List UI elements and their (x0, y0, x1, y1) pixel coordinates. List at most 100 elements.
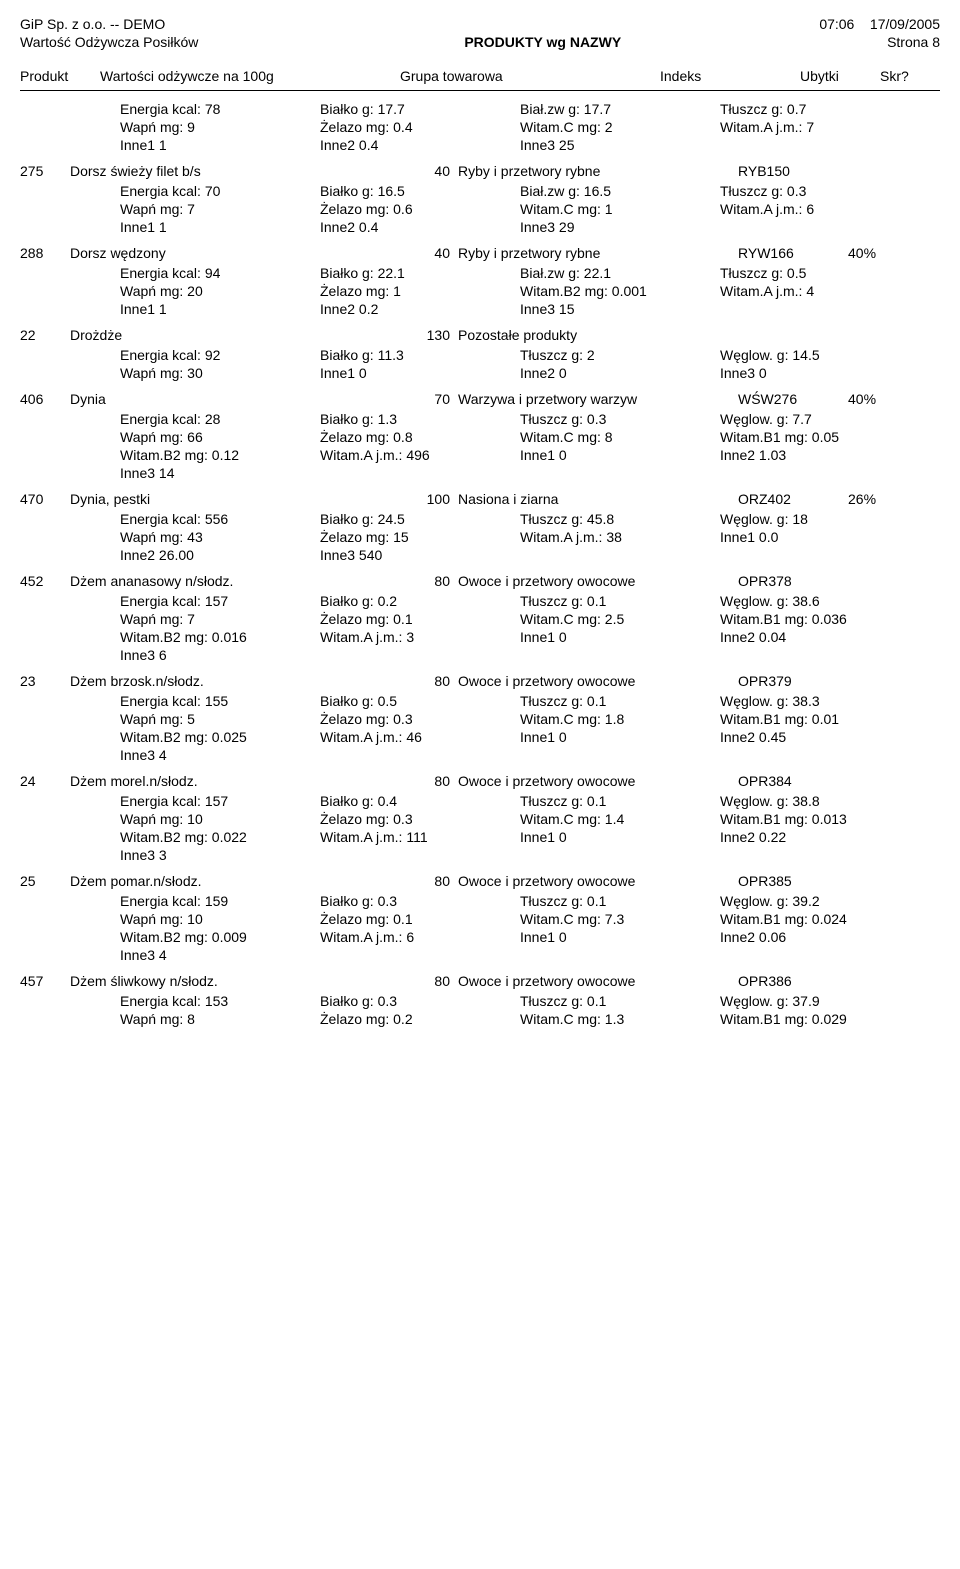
subtitle-left: Wartość Odżywcza Posiłków (20, 34, 198, 50)
entry: 470Dynia, pestki100Nasiona i ziarnaORZ40… (20, 491, 940, 563)
value-cell: Inne2 0.06 (720, 929, 920, 945)
entry-index: WŚW276 (738, 391, 848, 407)
value-cell (720, 747, 920, 763)
value-cell: Energia kcal: 157 (120, 793, 320, 809)
entry-index: OPR385 (738, 873, 848, 889)
value-cell (320, 847, 520, 863)
entry-group: Owoce i przetwory owocowe (458, 973, 738, 989)
value-cell: Tłuszcz g: 2 (520, 347, 720, 363)
entry: 23Dżem brzosk.n/słodz.80Owoce i przetwor… (20, 673, 940, 763)
value-cell: Energia kcal: 70 (120, 183, 320, 199)
value-cell: Witam.B1 mg: 0.013 (720, 811, 920, 827)
entry-head: 288Dorsz wędzony40Ryby i przetwory rybne… (20, 245, 940, 261)
value-cell (720, 465, 920, 481)
entry-qty: 40 (400, 245, 458, 261)
entry-index: ORZ402 (738, 491, 848, 507)
value-cell: Białko g: 17.7 (320, 101, 520, 117)
value-cell: Inne3 15 (520, 301, 720, 317)
value-cell (520, 465, 720, 481)
value-cell: Inne1 0 (520, 829, 720, 845)
value-cell: Inne1 0 (320, 365, 520, 381)
entry-group: Owoce i przetwory owocowe (458, 573, 738, 589)
value-cell (520, 647, 720, 663)
value-cell: Wapń mg: 20 (120, 283, 320, 299)
value-cell: Węglow. g: 39.2 (720, 893, 920, 909)
value-cell: Inne1 0 (520, 929, 720, 945)
col-ubytki: Ubytki (800, 68, 880, 84)
value-cell: Tłuszcz g: 45.8 (520, 511, 720, 527)
entry-name: Dżem brzosk.n/słodz. (70, 673, 400, 689)
entry-percent: 40% (848, 391, 918, 407)
value-cell (320, 947, 520, 963)
value-cell: Inne3 25 (520, 137, 720, 153)
value-cell: Energia kcal: 78 (120, 101, 320, 117)
company-name: GiP Sp. z o.o. -- DEMO (20, 16, 165, 32)
entry-name: Dżem pomar.n/słodz. (70, 873, 400, 889)
value-cell: Inne3 29 (520, 219, 720, 235)
value-cell: Witam.A j.m.: 4 (720, 283, 920, 299)
entry-percent (848, 773, 918, 789)
value-cell: Witam.C mg: 8 (520, 429, 720, 445)
value-cell: Żelazo mg: 0.1 (320, 911, 520, 927)
entry-group: Pozostałe produkty (458, 327, 738, 343)
value-cell: Witam.A j.m.: 38 (520, 529, 720, 545)
value-cell: Inne2 1.03 (720, 447, 920, 463)
value-row: Wapń mg: 20Żelazo mg: 1Witam.B2 mg: 0.00… (120, 283, 940, 299)
value-row: Inne2 26.00Inne3 540 (120, 547, 940, 563)
value-row: Inne3 4 (120, 747, 940, 763)
entry-head: 23Dżem brzosk.n/słodz.80Owoce i przetwor… (20, 673, 940, 689)
value-cell: Witam.A j.m.: 3 (320, 629, 520, 645)
report-title-row: Wartość Odżywcza Posiłków PRODUKTY wg NA… (20, 34, 940, 50)
entry-head: 406Dynia70Warzywa i przetwory warzywWŚW2… (20, 391, 940, 407)
entry-percent: 26% (848, 491, 918, 507)
value-cell: Witam.B2 mg: 0.001 (520, 283, 720, 299)
value-cell: Inne1 1 (120, 219, 320, 235)
value-row: Energia kcal: 94Białko g: 22.1Biał.zw g:… (120, 265, 940, 281)
value-cell (720, 219, 920, 235)
value-row: Wapń mg: 9Żelazo mg: 0.4Witam.C mg: 2Wit… (120, 119, 940, 135)
value-cell: Biał.zw g: 16.5 (520, 183, 720, 199)
value-cell: Inne1 0 (520, 447, 720, 463)
entry-qty: 70 (400, 391, 458, 407)
entry: Energia kcal: 78Białko g: 17.7Biał.zw g:… (20, 101, 940, 153)
value-row: Witam.B2 mg: 0.016Witam.A j.m.: 3Inne1 0… (120, 629, 940, 645)
value-cell: Żelazo mg: 0.3 (320, 711, 520, 727)
entry-percent (848, 873, 918, 889)
value-cell: Inne3 4 (120, 947, 320, 963)
entry-values: Energia kcal: 157Białko g: 0.2Tłuszcz g:… (120, 593, 940, 663)
value-cell: Węglow. g: 38.6 (720, 593, 920, 609)
entry-group: Owoce i przetwory owocowe (458, 673, 738, 689)
entry-qty: 130 (400, 327, 458, 343)
entry-percent (848, 673, 918, 689)
entry-name: Dynia (70, 391, 400, 407)
value-row: Inne1 1Inne2 0.4Inne3 29 (120, 219, 940, 235)
value-cell: Białko g: 0.5 (320, 693, 520, 709)
entry-qty: 100 (400, 491, 458, 507)
entry: 406Dynia70Warzywa i przetwory warzywWŚW2… (20, 391, 940, 481)
value-cell (320, 647, 520, 663)
value-cell: Inne2 0.4 (320, 137, 520, 153)
value-cell: Inne1 1 (120, 137, 320, 153)
entry-name: Dorsz świeży filet b/s (70, 163, 400, 179)
value-cell: Żelazo mg: 0.2 (320, 1011, 520, 1027)
entry-qty: 80 (400, 873, 458, 889)
value-row: Wapń mg: 7Żelazo mg: 0.1Witam.C mg: 2.5W… (120, 611, 940, 627)
value-cell: Energia kcal: 94 (120, 265, 320, 281)
value-row: Inne3 14 (120, 465, 940, 481)
value-row: Inne1 1Inne2 0.2Inne3 15 (120, 301, 940, 317)
entry-num: 457 (20, 973, 70, 989)
value-row: Inne1 1Inne2 0.4Inne3 25 (120, 137, 940, 153)
value-cell: Żelazo mg: 0.6 (320, 201, 520, 217)
value-cell: Witam.C mg: 1 (520, 201, 720, 217)
col-skr: Skr? (880, 68, 940, 84)
value-cell: Wapń mg: 66 (120, 429, 320, 445)
value-cell: Tłuszcz g: 0.1 (520, 593, 720, 609)
value-cell: Witam.A j.m.: 7 (720, 119, 920, 135)
entry-values: Energia kcal: 159Białko g: 0.3Tłuszcz g:… (120, 893, 940, 963)
entry-percent (848, 573, 918, 589)
value-cell: Tłuszcz g: 0.3 (520, 411, 720, 427)
report-header: GiP Sp. z o.o. -- DEMO 07:06 17/09/2005 (20, 16, 940, 32)
entry: 24Dżem morel.n/słodz.80Owoce i przetwory… (20, 773, 940, 863)
value-cell: Wapń mg: 10 (120, 911, 320, 927)
value-cell: Inne2 26.00 (120, 547, 320, 563)
